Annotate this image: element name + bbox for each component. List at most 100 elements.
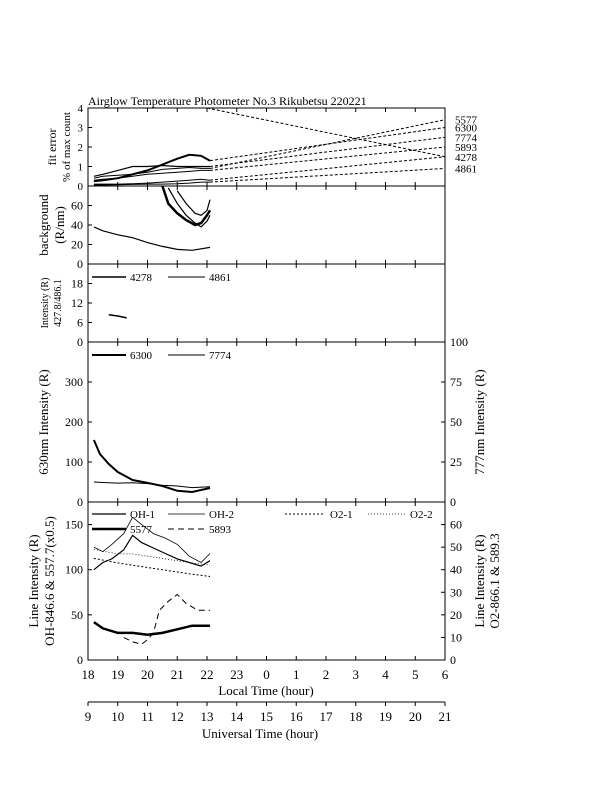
legend-label-5893: 5893	[209, 524, 232, 536]
intensity-777-ytick-label-100: 100	[450, 335, 468, 349]
panel-630-777-frame	[87, 341, 446, 503]
local-time-tick-label: 1	[293, 667, 300, 682]
fit-error-leader-5893	[209, 146, 446, 171]
line-intensity-right-ytick-label-30: 30	[450, 585, 462, 599]
fit-error-ytick-label-1: 1	[78, 162, 84, 174]
fit-error-leader-7774	[209, 136, 446, 167]
local-time-tick-label: 3	[353, 667, 360, 682]
local-time-tick-label: 0	[263, 667, 270, 682]
background-ytick-label-60: 60	[71, 199, 83, 213]
intensity-line-6300	[92, 439, 211, 494]
local-time-tick-label: 19	[111, 667, 124, 682]
fit-error-leader-4861	[209, 167, 446, 183]
ut-axis-tick-label: 18	[349, 709, 362, 724]
intensity-line-7774	[93, 481, 211, 489]
line-intensity-left-ytick-label-150: 150	[65, 518, 83, 532]
legend-label-4278: 4278	[130, 272, 153, 284]
background-line-a	[161, 185, 212, 227]
local-time-tick-label: 20	[141, 667, 154, 682]
ut-axis-tick-label: 14	[230, 709, 244, 724]
background-ytick-label-40: 40	[71, 218, 83, 232]
line-intensity-right-ytick-label-60: 60	[450, 518, 462, 532]
line-intensity-left-ytick-label-100: 100	[65, 563, 83, 577]
legend-label-O2-1: O2-1	[330, 509, 353, 521]
intensity-4278-ytick-label-6: 6	[77, 316, 83, 330]
panel-background	[87, 185, 446, 265]
intensity-line-4278	[108, 313, 127, 319]
line-intensity-ylabel-right-2: O2-866.1 & 589.3	[487, 533, 502, 628]
fit-error-ytick-label-2: 2	[78, 142, 84, 154]
ut-axis-tick-label: 11	[141, 709, 154, 724]
intensity-630-ytick-label-100: 100	[65, 455, 83, 469]
line-intensity-left-ytick-label-50: 50	[71, 608, 83, 622]
local-time-axis-label: Local Time (hour)	[218, 683, 313, 698]
line-intensity-right-ytick-label-40: 40	[450, 563, 462, 577]
universal-time-axis-label: Universal Time (hour)	[202, 726, 318, 741]
background-line-b	[167, 187, 211, 228]
intensity-777-ytick-label-25: 25	[450, 455, 462, 469]
intensity-4278-ytick-label-18: 18	[71, 277, 83, 291]
legend-label-OH-1: OH-1	[130, 509, 155, 521]
ut-axis-tick-label: 20	[409, 709, 422, 724]
fit-error-label-5893: 5893	[455, 142, 478, 154]
legend-label-OH-2: OH-2	[209, 509, 234, 521]
intensity-4278-ytick-label-0: 0	[77, 335, 83, 349]
ut-axis-tick-label: 15	[260, 709, 273, 724]
panel-background-frame	[87, 185, 446, 265]
fit-error-leader-top	[206, 107, 446, 158]
background-ylabel-1: background	[36, 194, 51, 256]
background-ytick-label-20: 20	[71, 238, 83, 252]
line-intensity-line-5893	[123, 593, 210, 645]
legend-label-4861: 4861	[209, 272, 231, 284]
line-intensity-ylabel-left-1: Line Intensity (R)	[26, 534, 41, 627]
line-intensity-line-OH-1	[93, 534, 211, 571]
local-time-tick-label: 5	[412, 667, 419, 682]
fit-error-line-5893	[93, 169, 210, 181]
ut-axis-tick-label: 10	[111, 709, 124, 724]
fit-error-label-4861: 4861	[455, 163, 477, 175]
intensity-4278-ytick-label-12: 12	[71, 296, 83, 310]
ut-axis-tick-label: 9	[85, 709, 92, 724]
ut-axis-tick-label: 12	[171, 709, 184, 724]
intensity-777-ylabel: 777nm Intensity (R)	[472, 369, 487, 474]
line-intensity-line-OH-2	[93, 516, 211, 563]
fit-error-label-6300: 6300	[455, 123, 478, 135]
local-time-tick-label: 4	[382, 667, 389, 682]
intensity-4278-ylabel-2: 427.8/486.1	[53, 279, 64, 327]
intensity-630-ytick-label-200: 200	[65, 415, 83, 429]
fit-error-ylabel-2: % of max count	[61, 112, 73, 182]
background-ytick-label-0: 0	[77, 257, 83, 271]
intensity-777-ytick-label-75: 75	[450, 375, 462, 389]
intensity-630-ytick-label-300: 300	[65, 375, 83, 389]
intensity-4278-ylabel-1: Intensity (R)	[40, 278, 51, 329]
intensity-630-ytick-label-0: 0	[77, 495, 83, 509]
line-intensity-right-ytick-label-50: 50	[450, 540, 462, 554]
legend-label-7774: 7774	[209, 350, 232, 362]
fit-error-line-7774	[93, 164, 210, 177]
local-time-tick-label: 22	[201, 667, 214, 682]
line-intensity-ylabel-right-1: Line Intensity (R)	[472, 534, 487, 627]
line-intensity-line-5577	[93, 621, 210, 636]
intensity-777-ytick-label-50: 50	[450, 415, 462, 429]
line-intensity-right-ytick-label-10: 10	[450, 630, 462, 644]
fit-error-line-5577	[93, 166, 210, 179]
fit-error-ytick-label-3: 3	[78, 123, 84, 135]
intensity-777-ytick-label-0: 0	[450, 495, 456, 509]
local-time-tick-label: 18	[82, 667, 95, 682]
ut-axis-tick-label: 21	[439, 709, 452, 724]
ut-axis-tick-label: 16	[290, 709, 304, 724]
fit-error-ytick-label-0: 0	[78, 181, 84, 193]
fit-error-line-4278	[93, 178, 211, 185]
fit-error-ylabel-1: fit error	[45, 129, 59, 166]
line-intensity-ylabel-left-2: OH-846.6 & 557.7(x0.5)	[42, 516, 57, 646]
legend-label-5577: 5577	[130, 524, 153, 536]
line-intensity-right-ytick-label-0: 0	[450, 653, 456, 667]
ut-axis-tick-label: 13	[201, 709, 214, 724]
fit-error-label-4278: 4278	[455, 152, 478, 164]
background-line-low	[93, 226, 211, 251]
ut-axis-tick-label: 19	[379, 709, 392, 724]
background-line-c	[176, 190, 211, 216]
fit-error-line-4861	[93, 181, 210, 186]
line-intensity-line-O2-2	[93, 549, 211, 566]
